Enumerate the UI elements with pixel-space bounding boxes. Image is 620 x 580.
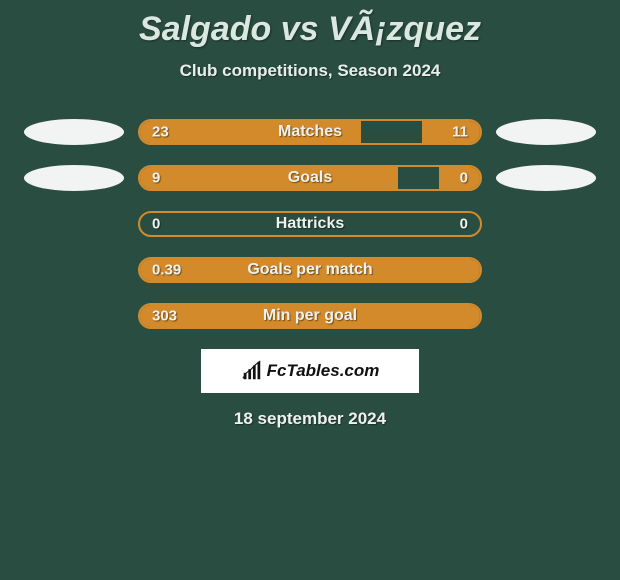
stat-bar: 0 0 Hattricks — [138, 211, 482, 237]
spacer — [496, 211, 596, 237]
bar-left-fill — [140, 167, 398, 189]
stats-rows: 23 11 Matches 9 0 Goals 0 0 Hattricks 0.39 Goals p… — [0, 119, 620, 329]
player-left-ellipse — [24, 165, 124, 191]
spacer — [496, 257, 596, 283]
stat-row: 0 0 Hattricks — [0, 211, 620, 237]
stat-label: Min per goal — [263, 307, 357, 325]
spacer — [24, 211, 124, 237]
player-right-ellipse — [496, 119, 596, 145]
stat-label: Goals — [288, 169, 332, 187]
stat-label: Hattricks — [276, 215, 344, 233]
brand-badge: FcTables.com — [201, 349, 419, 393]
stat-bar: 9 0 Goals — [138, 165, 482, 191]
stat-left-value: 0 — [152, 216, 160, 233]
stat-bar: 23 11 Matches — [138, 119, 482, 145]
player-left-ellipse — [24, 119, 124, 145]
stat-right-value: 11 — [452, 124, 468, 141]
page-subtitle: Club competitions, Season 2024 — [0, 61, 620, 81]
spacer — [496, 303, 596, 329]
stat-bar: 0.39 Goals per match — [138, 257, 482, 283]
stat-left-value: 0.39 — [152, 262, 181, 279]
stat-left-value: 303 — [152, 308, 177, 325]
stat-right-value: 0 — [460, 216, 468, 233]
stat-label: Goals per match — [247, 261, 372, 279]
brand-text: FcTables.com — [267, 361, 380, 381]
player-right-ellipse — [496, 165, 596, 191]
spacer — [24, 303, 124, 329]
stat-left-value: 23 — [152, 124, 169, 141]
stat-right-value: 0 — [460, 170, 468, 187]
stat-row: 23 11 Matches — [0, 119, 620, 145]
page-title: Salgado vs VÃ¡zquez — [0, 0, 620, 49]
stat-row: 303 Min per goal — [0, 303, 620, 329]
stat-row: 9 0 Goals — [0, 165, 620, 191]
stat-label: Matches — [278, 123, 342, 141]
chart-bar-icon — [241, 360, 263, 382]
bar-right-fill — [422, 121, 480, 143]
stat-bar: 303 Min per goal — [138, 303, 482, 329]
spacer — [24, 257, 124, 283]
stat-row: 0.39 Goals per match — [0, 257, 620, 283]
footer-date: 18 september 2024 — [0, 409, 620, 429]
stat-left-value: 9 — [152, 170, 160, 187]
